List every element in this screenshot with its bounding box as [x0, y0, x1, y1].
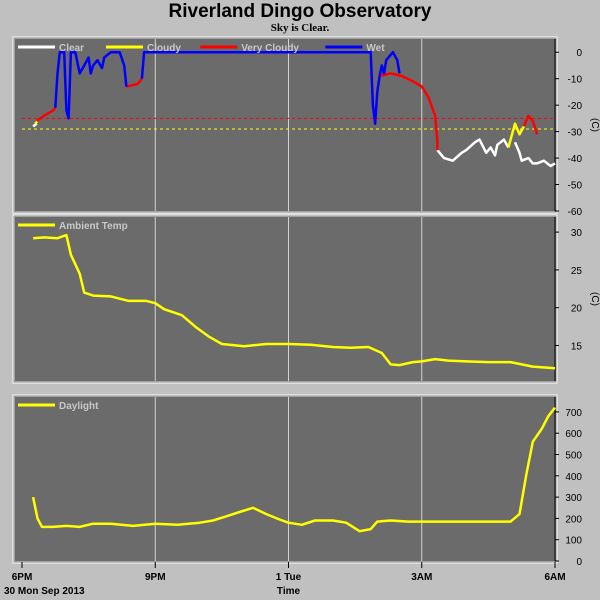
- series-cloudy-line: [507, 122, 525, 148]
- y-tick-label: 30: [571, 228, 583, 239]
- y-tick-label: 20: [571, 304, 583, 315]
- series-ambient-temp-line: [33, 233, 556, 370]
- y-tick-label: 25: [571, 266, 583, 277]
- x-tick-label: 9PM: [145, 572, 166, 583]
- series-wet-line: [140, 50, 401, 125]
- plot-area: [15, 217, 555, 381]
- y-tick-label: 0: [576, 557, 582, 568]
- series-daylight-line: [31, 406, 556, 533]
- panel-frame: [12, 214, 558, 384]
- y-unit-label: (C): [589, 118, 600, 132]
- series-clear-line: [513, 141, 556, 168]
- y-tick-label: -20: [568, 101, 583, 112]
- y-tick-label: 0: [576, 48, 582, 59]
- y-tick-label: -60: [568, 207, 583, 218]
- y-tick-label: -50: [568, 181, 583, 192]
- x-axis-label: Time: [277, 586, 301, 597]
- y-tick-label: 200: [565, 514, 582, 525]
- panel-frame-shadow: [13, 395, 557, 563]
- legend-item: Very Cloudy: [241, 43, 299, 54]
- legend-item: Ambient Temp: [59, 221, 128, 232]
- y-tick-label: -30: [568, 128, 583, 139]
- panel-cloud: 0 -10 -20 -30 -40 -50 -60 (C) Clear Cloudy Very Cl…: [12, 36, 600, 218]
- legend-item: Wet: [366, 43, 385, 54]
- series-very-cloudy-line: [522, 114, 539, 135]
- y-tick-label: -10: [568, 75, 583, 86]
- date-label: 30 Mon Sep 2013: [4, 586, 85, 597]
- x-tick-label: 3AM: [411, 572, 432, 583]
- y-tick-label: -40: [568, 154, 583, 165]
- x-tick-label: 6AM: [544, 572, 565, 583]
- legend-item: Daylight: [59, 401, 99, 412]
- panel-frame: [12, 394, 558, 564]
- y-tick-label: 15: [571, 341, 583, 352]
- page-title: Riverland Dingo Observatory: [168, 1, 432, 22]
- y-unit-label: (C): [589, 292, 600, 306]
- series-clear-line: [436, 138, 510, 162]
- series-very-cloudy-line: [126, 77, 143, 88]
- legend-item: Cloudy: [147, 43, 181, 54]
- y-tick-label: 100: [565, 536, 582, 547]
- series-very-cloudy-line: [379, 72, 439, 151]
- panel-daylight: 700 600 500 400 300 200 100 0 Daylight: [12, 394, 582, 568]
- plot-area: [15, 39, 555, 211]
- x-tick-label: 1 Tue: [276, 572, 302, 583]
- panel-frame-shadow: [13, 37, 557, 213]
- series-wet-line: [54, 50, 128, 120]
- panel-frame-shadow: [13, 215, 557, 383]
- plot-area: [15, 397, 555, 561]
- y-tick-label: 700: [565, 408, 582, 419]
- x-tick-label: 6PM: [12, 572, 33, 583]
- series-very-cloudy-line: [35, 106, 57, 123]
- panel-frame: [12, 36, 558, 214]
- panel-temp: 30 25 20 15 (C) Ambient Temp: [12, 214, 600, 384]
- sky-status: Sky is Clear.: [270, 22, 330, 34]
- y-tick-label: 300: [565, 493, 582, 504]
- y-tick-label: 500: [565, 451, 582, 462]
- y-tick-label: 600: [565, 429, 582, 440]
- legend-item: Clear: [59, 43, 84, 54]
- y-tick-label: 400: [565, 472, 582, 483]
